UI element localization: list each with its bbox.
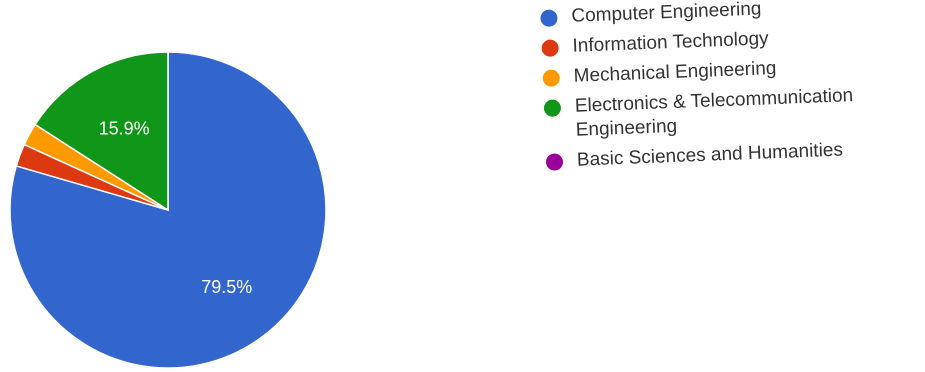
legend-label: Electronics & Telecommunication Engineer… (574, 85, 854, 141)
legend-label: Computer Engineering (571, 0, 762, 27)
legend-label: Basic Sciences and Humanities (576, 139, 844, 171)
legend-item-3: Electronics & Telecommunication Engineer… (543, 81, 925, 144)
slice-value-label-0: 79.5% (201, 277, 252, 297)
legend-swatch-icon (543, 99, 562, 117)
pie-plot: 79.5% 15.9% (9, 51, 327, 369)
legend-label: Information Technology (572, 28, 769, 57)
legend-swatch-icon (542, 69, 561, 87)
legend-swatch-icon (541, 39, 559, 57)
slice-value-label-3: 15.9% (99, 118, 150, 138)
legend-swatch-icon (540, 9, 558, 27)
legend-label: Mechanical Engineering (573, 57, 777, 87)
legend: Computer Engineering Information Technolo… (540, 0, 925, 180)
pie-slice-3 (34, 51, 169, 212)
legend-swatch-icon (545, 153, 564, 171)
